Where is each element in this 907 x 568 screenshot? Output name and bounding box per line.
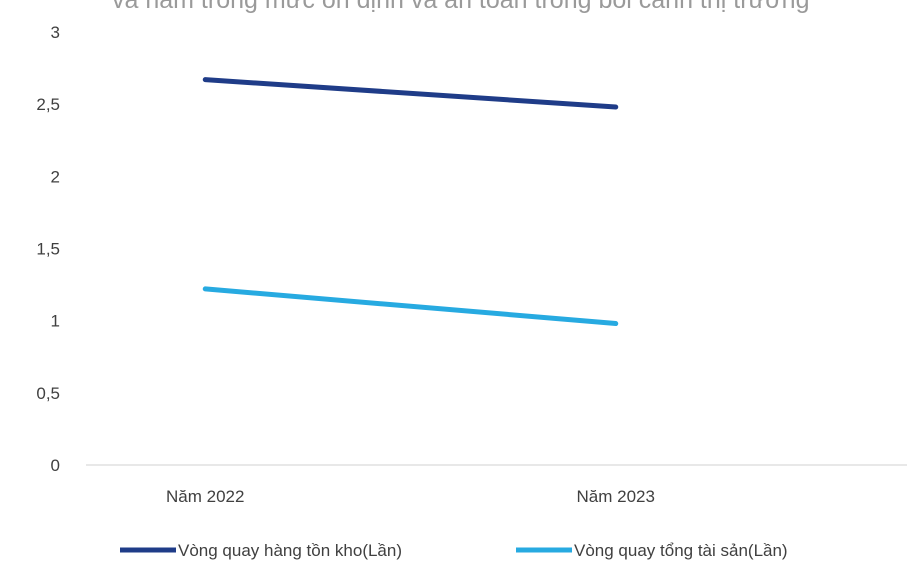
- y-tick-label: 1,5: [36, 240, 60, 259]
- y-tick-label: 2: [51, 167, 60, 186]
- y-tick-label: 1: [51, 312, 60, 331]
- y-tick-label: 2,5: [36, 95, 60, 114]
- legend-label-2: Vòng quay tổng tài sản(Lần): [574, 541, 788, 560]
- series-line-1: [202, 77, 619, 110]
- legend-label-1: Vòng quay hàng tồn kho(Lần): [178, 541, 402, 560]
- x-tick-label: Năm 2022: [166, 487, 244, 506]
- x-tick-label: Năm 2023: [577, 487, 655, 506]
- y-tick-label: 0,5: [36, 384, 60, 403]
- y-tick-label: 3: [51, 23, 60, 42]
- series-line-2: [202, 286, 619, 327]
- y-tick-label: 0: [51, 456, 60, 475]
